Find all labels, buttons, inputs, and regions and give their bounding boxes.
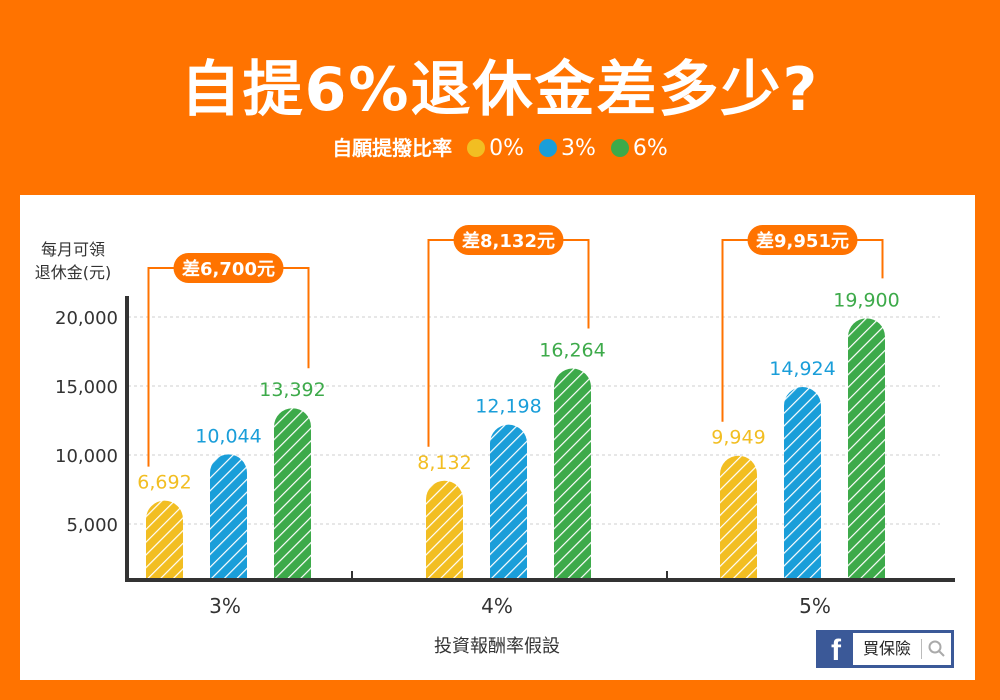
bar-6pct-5pct (848, 318, 885, 578)
badge-divider (921, 639, 922, 659)
legend-item-2: 6% (610, 134, 668, 164)
legend-title: 自願提撥比率 (332, 136, 453, 160)
y-tick-label: 5,000 (66, 515, 118, 536)
bar-0pct-3pct (146, 500, 183, 578)
bar-3pct-3pct (210, 454, 247, 578)
bar-6pct-3pct (274, 408, 311, 578)
legend-item-0: 0% (467, 134, 524, 164)
data-label: 9,949 (711, 427, 765, 449)
legend-label-1: 3% (561, 136, 596, 161)
page-title: 自提6%退休金差多少? (180, 55, 820, 125)
badge-text: 買保險 (863, 639, 912, 658)
difference-label: 差8,132元 (462, 230, 555, 252)
data-label: 14,924 (769, 358, 835, 380)
x-tick-label: 5% (799, 594, 831, 618)
legend-dot-1-icon (539, 139, 558, 157)
data-label: 12,198 (475, 396, 541, 418)
legend-dot-2-icon (610, 139, 629, 157)
difference-pill (453, 225, 564, 255)
x-tick-label: 3% (209, 594, 241, 618)
legend-label-2: 6% (632, 136, 668, 161)
data-label: 19,900 (833, 289, 899, 311)
y-axis-label-line2: 退休金(元) (35, 263, 112, 282)
data-label: 8,132 (417, 452, 471, 474)
bar-6pct-4pct (554, 368, 591, 578)
legend-item-1: 3% (539, 134, 596, 164)
bar-0pct-5pct (720, 455, 757, 578)
x-tick-label: 4% (481, 594, 513, 618)
facebook-icon: f (819, 633, 853, 667)
legend-label-0: 0% (489, 136, 525, 161)
facebook-badge: f 買保險 (816, 630, 954, 668)
difference-label: 差9,951元 (756, 230, 849, 252)
data-label: 16,264 (539, 340, 605, 362)
search-icon (928, 640, 945, 657)
difference-pill (747, 225, 858, 255)
x-axis-label: 投資報酬率假設 (434, 636, 560, 657)
legend-dot-0-icon (467, 139, 486, 157)
y-tick-label: 10,000 (55, 446, 118, 467)
difference-pill (173, 253, 284, 283)
bar-3pct-4pct (490, 424, 527, 578)
y-tick-label: 15,000 (55, 377, 118, 398)
data-label: 6,692 (137, 472, 191, 494)
y-tick-label: 20,000 (55, 308, 118, 329)
bar-0pct-4pct (426, 480, 463, 578)
y-axis-label-line1: 每月可領 (41, 240, 105, 259)
bar-3pct-5pct (784, 387, 821, 578)
data-label: 10,044 (195, 425, 261, 447)
legend: 自願提撥比率 0% 3% 6% (0, 133, 1000, 164)
data-label: 13,392 (259, 379, 325, 401)
difference-label: 差6,700元 (182, 258, 275, 280)
